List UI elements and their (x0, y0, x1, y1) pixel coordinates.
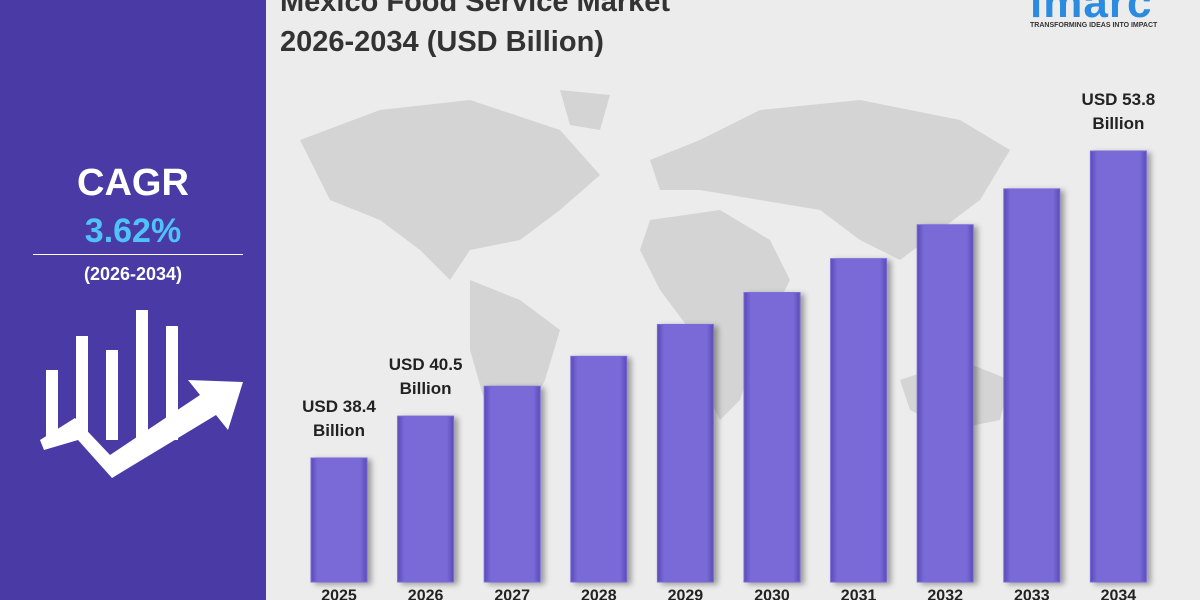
x-tick-label: 2031 (841, 587, 877, 600)
logo-name: imarc (1030, 0, 1153, 27)
x-tick-label: 2032 (927, 587, 963, 600)
x-tick-label: 2030 (754, 587, 790, 600)
x-tick-label: 2025 (321, 587, 357, 600)
divider (33, 254, 243, 255)
x-tick-label: 2028 (581, 587, 617, 600)
x-tick-label: 2034 (1101, 587, 1137, 600)
value-label: USD 53.8 Billion (1082, 90, 1156, 133)
bar (310, 457, 368, 583)
world-map (300, 90, 1010, 470)
x-tick-label: 2029 (668, 587, 704, 600)
x-tick-label: 2026 (408, 587, 444, 600)
x-tick-label: 2027 (494, 587, 530, 600)
cagr-period: (2026-2034) (83, 264, 183, 284)
bar (916, 224, 974, 583)
growth-icon (40, 310, 243, 478)
bar (1003, 188, 1061, 583)
bar (656, 323, 714, 583)
value-label: USD 38.4 Billion (302, 397, 376, 440)
logo-tagline: TRANSFORMING IDEAS INTO IMPACT (1030, 22, 1158, 29)
cagr-label: CAGR (77, 162, 189, 204)
bar (397, 415, 455, 583)
cagr-value: 3.62% (84, 212, 182, 250)
bar (483, 385, 541, 583)
bar (570, 355, 628, 583)
logo: imarc TRANSFORMING IDEAS INTO IMPACT (1030, 0, 1180, 29)
bar (743, 292, 801, 583)
bar (830, 258, 888, 583)
side-panel: CAGR 3.62% (2026-2034) (0, 0, 266, 600)
bar (1089, 150, 1147, 583)
value-label: USD 40.5 Billion (389, 355, 463, 398)
chart-title: Mexico Food Service Market 2026-2034 (US… (280, 0, 671, 58)
x-tick-label: 2033 (1014, 587, 1050, 600)
